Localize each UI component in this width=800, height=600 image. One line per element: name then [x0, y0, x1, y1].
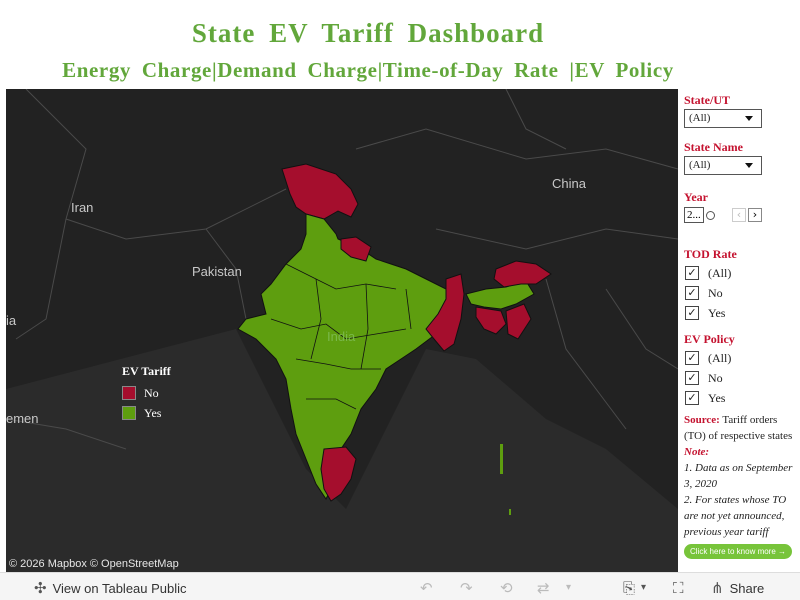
ev-option-yes[interactable]: ✓ Yes	[685, 390, 725, 406]
view-on-tableau-label: View on Tableau Public	[52, 580, 187, 596]
share-icon: ⋔	[711, 579, 724, 597]
tod-option-all-label: (All)	[708, 265, 732, 280]
state-name-label: State Name	[684, 140, 743, 154]
state-assam	[465, 280, 535, 310]
download-icon[interactable]: ⎘	[623, 579, 636, 597]
state-jammu-kashmir	[281, 163, 359, 220]
undo-icon[interactable]: ↶	[420, 579, 433, 597]
andaman-islands	[500, 444, 503, 474]
state-uttarakhand	[340, 236, 372, 262]
map-label-yemen: emen	[6, 411, 39, 426]
tod-option-all[interactable]: ✓ (All)	[685, 265, 731, 281]
nicobar-islands	[509, 509, 511, 515]
legend-item-no[interactable]: No	[122, 383, 171, 403]
state-tamil-nadu	[320, 446, 357, 502]
note-line-1: 1. Data as on September 3, 2020	[684, 462, 793, 490]
india-map[interactable]: China Iran Pakistan India emen ia © 2026…	[6, 89, 678, 572]
map-label-india: India	[327, 329, 356, 344]
tod-option-no-label: No	[708, 285, 723, 300]
source-note: Source: Tariff orders (TO) of respective…	[684, 412, 800, 444]
chevron-down-icon	[745, 116, 753, 121]
source-text: Tariff orders (TO) of respective states	[684, 414, 793, 442]
note-label: Note:	[684, 446, 710, 458]
state-name-dropdown[interactable]: (All)	[684, 156, 762, 175]
checkbox-checked-icon[interactable]: ✓	[685, 306, 699, 320]
year-input[interactable]: 2...	[684, 207, 704, 223]
ev-option-all[interactable]: ✓ (All)	[685, 350, 731, 366]
year-slider-handle[interactable]	[706, 211, 715, 220]
note-line-2: 2. For states whose TO are not yet annou…	[684, 494, 787, 538]
year-label: Year	[684, 190, 708, 204]
legend-label-no: No	[144, 385, 159, 400]
dashboard-subtitle: Energy Charge|Demand Charge|Time-of-Day …	[62, 58, 674, 82]
legend-swatch-no	[122, 386, 136, 400]
state-meghalaya	[475, 306, 507, 335]
tableau-logo-icon: ✣	[34, 579, 47, 597]
ev-option-no[interactable]: ✓ No	[685, 370, 723, 386]
tod-option-no[interactable]: ✓ No	[685, 285, 723, 301]
tod-option-yes[interactable]: ✓ Yes	[685, 305, 725, 321]
know-more-button[interactable]: Click here to know more →	[684, 544, 792, 559]
tableau-toolbar: ✣ View on Tableau Public ↶ ↷ ⟲ ⇄ ▾ ⎘ ▾ ⛶…	[0, 572, 800, 600]
revert-icon[interactable]: ⟲	[500, 579, 513, 597]
state-name-value: (All)	[689, 159, 711, 171]
ev-tariff-legend: EV Tariff No Yes	[122, 364, 171, 423]
state-borders	[270, 263, 412, 410]
map-label-pakistan: Pakistan	[192, 264, 242, 279]
chevron-down-icon	[745, 163, 753, 168]
share-label: Share	[729, 580, 765, 596]
state-ut-label: State/UT	[684, 93, 730, 107]
checkbox-checked-icon[interactable]: ✓	[685, 351, 699, 365]
checkbox-checked-icon[interactable]: ✓	[685, 286, 699, 300]
refresh-icon[interactable]: ⇄	[537, 579, 550, 597]
map-label-saudi: ia	[6, 313, 17, 328]
legend-label-yes: Yes	[144, 405, 162, 420]
map-label-china: China	[552, 176, 586, 191]
fullscreen-icon[interactable]: ⛶	[673, 579, 684, 597]
filter-panel: State/UT (All) State Name (All) Year 2..…	[681, 89, 800, 572]
dashboard-title: State EV Tariff Dashboard	[191, 18, 545, 48]
state-manipur	[505, 303, 532, 340]
legend-item-yes[interactable]: Yes	[122, 403, 171, 423]
year-next-button[interactable]: ›	[748, 208, 762, 222]
tod-rate-label: TOD Rate	[684, 247, 737, 261]
map-canvas[interactable]	[6, 89, 678, 572]
ev-option-no-label: No	[708, 370, 723, 385]
ev-option-yes-label: Yes	[708, 390, 726, 405]
year-prev-button[interactable]: ‹	[732, 208, 746, 222]
ev-policy-label: EV Policy	[684, 332, 735, 346]
state-ut-dropdown[interactable]: (All)	[684, 109, 762, 128]
download-dropdown-icon[interactable]: ▾	[641, 582, 647, 593]
legend-swatch-yes	[122, 406, 136, 420]
source-label: Source:	[684, 414, 720, 426]
checkbox-checked-icon[interactable]: ✓	[685, 371, 699, 385]
tod-option-yes-label: Yes	[708, 305, 726, 320]
state-west-bengal	[425, 273, 465, 352]
checkbox-checked-icon[interactable]: ✓	[685, 266, 699, 280]
state-arunachal-pradesh	[493, 260, 552, 288]
share-button[interactable]: ⋔ Share	[711, 579, 764, 597]
map-attribution[interactable]: © 2026 Mapbox © OpenStreetMap	[9, 558, 179, 570]
state-ut-value: (All)	[689, 112, 711, 124]
checkbox-checked-icon[interactable]: ✓	[685, 391, 699, 405]
ev-option-all-label: (All)	[708, 350, 732, 365]
map-label-iran: Iran	[71, 200, 94, 215]
redo-icon[interactable]: ↷	[460, 579, 473, 597]
legend-title: EV Tariff	[122, 364, 171, 378]
view-on-tableau-link[interactable]: ✣ View on Tableau Public	[34, 579, 187, 597]
data-notes: Note: 1. Data as on September 3, 2020 2.…	[684, 444, 800, 540]
country-borders	[6, 89, 678, 450]
refresh-dropdown-icon[interactable]: ▾	[566, 582, 572, 593]
